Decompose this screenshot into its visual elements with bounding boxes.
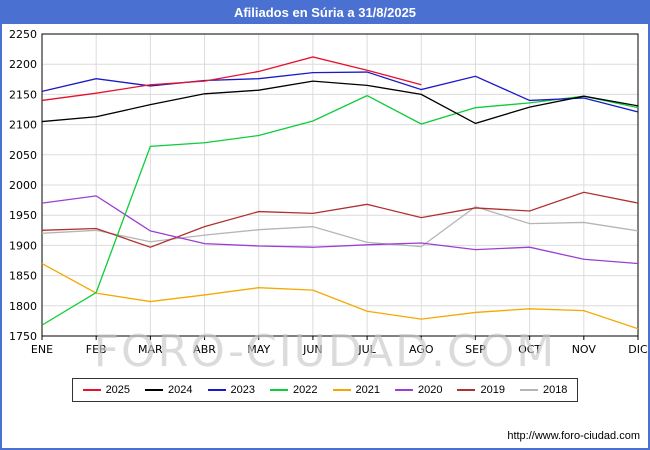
legend-swatch-2023 <box>207 389 226 391</box>
legend-item-2018: 2018 <box>519 384 568 396</box>
legend-swatch-2019 <box>457 389 476 391</box>
series-2025-line <box>41 56 422 102</box>
x-tick-label: ENE <box>31 343 53 356</box>
x-tick-label: MAR <box>138 343 163 356</box>
legend-swatch-2020 <box>394 389 413 391</box>
series-2020-line <box>41 195 639 265</box>
series-2021-line <box>41 262 639 330</box>
legend: 2025 2024 2023 2022 2021 2020 2019 2018 <box>71 378 579 402</box>
legend-item-2022: 2022 <box>270 384 318 396</box>
series-2024-line <box>41 80 639 125</box>
legend-label: 2023 <box>230 384 256 396</box>
legend-label: 2021 <box>355 384 380 396</box>
y-tick-label: 1850 <box>9 270 37 283</box>
legend-swatch-2025 <box>82 389 101 391</box>
x-tick-label: JUL <box>357 343 376 356</box>
legend-item-2020: 2020 <box>394 384 443 396</box>
chart-area: 1750 1800 1850 1900 1950 2000 2050 2100 2150 2200… <box>2 24 648 377</box>
legend-item-2019: 2019 <box>457 384 505 396</box>
legend-swatch-2021 <box>332 389 351 391</box>
legend-swatch-2022 <box>270 389 289 391</box>
legend-label: 2022 <box>293 384 318 396</box>
y-tick-label: 1750 <box>9 330 37 343</box>
y-tick-label: 1800 <box>9 300 37 313</box>
legend-item-2023: 2023 <box>207 384 256 396</box>
legend-swatch-2024 <box>145 389 164 391</box>
series-2019-line <box>41 191 639 248</box>
x-tick-label: JUN <box>302 343 323 356</box>
x-tick-label: AGO <box>409 343 434 356</box>
line-chart: 1750 1800 1850 1900 1950 2000 2050 2100 2150 2200… <box>9 28 648 356</box>
y-tick-label: 1950 <box>9 209 37 222</box>
y-tick-label: 2200 <box>9 58 37 71</box>
chart-title: Afiliados en Súria a 31/8/2025 <box>2 2 648 24</box>
footer: http://www.foro-ciudad.com <box>507 430 640 442</box>
legend-label: 2025 <box>105 384 131 396</box>
x-tick-label: ABR <box>193 343 216 356</box>
y-tick-label: 1900 <box>9 239 37 252</box>
plot-border <box>41 33 639 337</box>
x-tick-label: MAY <box>247 343 270 356</box>
footer-link[interactable]: http://www.foro-ciudad.com <box>507 430 640 442</box>
x-tick-label: NOV <box>572 343 597 356</box>
y-tick-label: 2150 <box>9 88 37 101</box>
legend-item-2021: 2021 <box>332 384 380 396</box>
x-tick-label: SEP <box>465 343 486 356</box>
series-2022-line <box>41 94 639 326</box>
legend-item-2025: 2025 <box>82 384 131 396</box>
legend-label: 2018 <box>542 384 568 396</box>
x-tick-label: DIC <box>628 343 648 356</box>
y-tick-label: 2250 <box>9 28 37 41</box>
y-tick-label: 2050 <box>9 149 37 162</box>
legend-swatch-2018 <box>519 389 538 391</box>
series-2018-line <box>41 206 639 248</box>
legend-label: 2020 <box>417 384 443 396</box>
legend-label: 2024 <box>168 384 193 396</box>
x-tick-label: OCT <box>518 343 541 356</box>
y-tick-label: 2000 <box>9 179 37 192</box>
y-tick-label: 2100 <box>9 119 37 132</box>
x-tick-label: FEB <box>86 343 107 356</box>
legend-item-2024: 2024 <box>145 384 193 396</box>
legend-label: 2019 <box>480 384 505 396</box>
series-2023-line <box>41 71 639 113</box>
